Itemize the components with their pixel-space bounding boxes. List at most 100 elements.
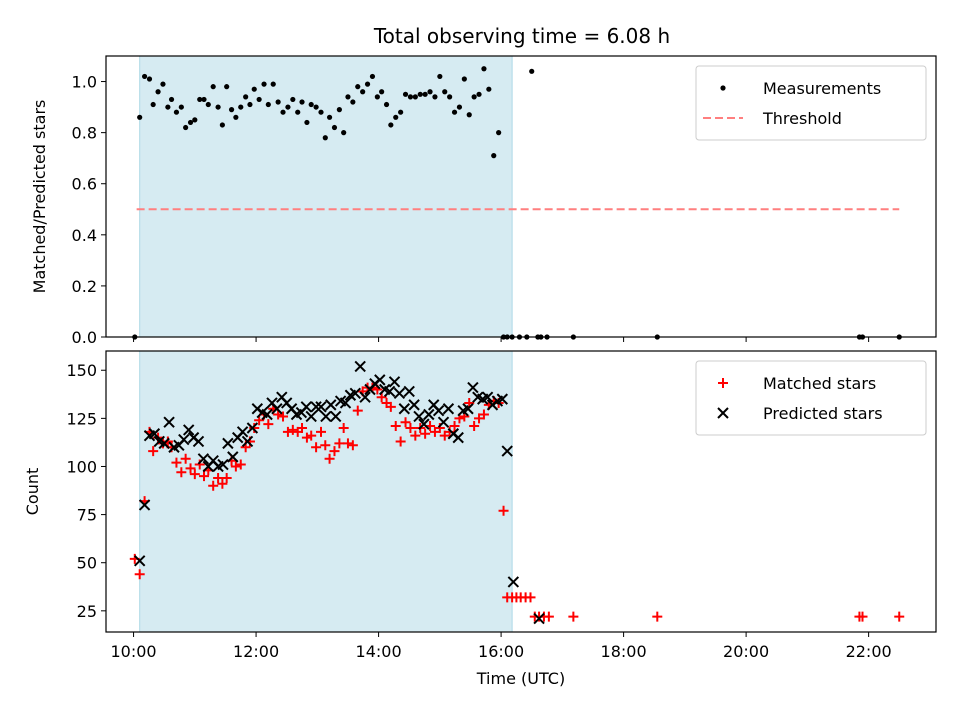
- y-axis-label: Count: [23, 468, 42, 516]
- axes-frame: [105, 55, 937, 338]
- predicted-point: [325, 399, 337, 411]
- matched-point: [395, 436, 406, 447]
- predicted-point: [467, 381, 479, 394]
- matched-point: [652, 611, 663, 622]
- measurement-point: [173, 109, 180, 115]
- measurement-point: [341, 130, 347, 136]
- legend-plus-icon: [718, 378, 728, 388]
- measurement-point: [471, 94, 477, 100]
- predicted-point: [227, 451, 239, 463]
- measurement-point: [529, 68, 535, 74]
- measurement-point: [197, 96, 203, 103]
- legend-x-icon: [717, 407, 729, 419]
- measurement-point: [137, 114, 143, 120]
- matched-point: [297, 422, 308, 433]
- y-tick-label: 125: [66, 409, 97, 428]
- matched-point: [213, 473, 224, 484]
- measurement-point: [466, 112, 472, 118]
- predicted-point: [413, 410, 425, 423]
- matched-point: [235, 459, 246, 470]
- x-tick-label: 12:00: [233, 642, 279, 661]
- matched-point: [278, 411, 289, 422]
- legend-label: Measurements: [763, 79, 881, 98]
- observing-span: [139, 350, 513, 633]
- predicted-point: [359, 391, 371, 403]
- predicted-point: [138, 499, 151, 511]
- x-tick-label: 10:00: [111, 642, 157, 661]
- measurement-point: [275, 99, 281, 105]
- measurement-point: [496, 130, 502, 136]
- predicted-point: [388, 376, 401, 388]
- matched-point: [342, 438, 353, 449]
- measurement-point: [456, 104, 463, 110]
- measurement-point: [150, 101, 156, 108]
- matched-point: [199, 471, 210, 482]
- legend: Measurements Threshold: [695, 65, 927, 141]
- matched-point: [347, 440, 358, 451]
- matched-point: [306, 430, 317, 441]
- measurement-point: [345, 94, 351, 100]
- measurement-point: [243, 94, 249, 100]
- matched-point: [469, 421, 480, 432]
- matched-point: [217, 478, 228, 489]
- matched-point: [185, 463, 196, 474]
- predicted-point: [432, 404, 445, 417]
- measurement-point: [407, 94, 414, 100]
- y-tick-label: 25: [77, 602, 97, 621]
- predicted-point: [261, 408, 273, 421]
- measurement-point: [422, 91, 428, 97]
- measurement-point: [447, 94, 453, 100]
- matched-point: [894, 611, 905, 622]
- measurement-point: [155, 89, 161, 95]
- predicted-point: [452, 431, 464, 444]
- predicted-point: [310, 401, 322, 413]
- measurement-point: [219, 122, 225, 128]
- matched-point: [334, 438, 345, 449]
- predicted-point: [148, 428, 161, 440]
- measurement-point: [461, 76, 467, 82]
- predicted-point: [329, 410, 342, 423]
- predicted-point: [408, 399, 420, 411]
- matched-point: [189, 469, 200, 480]
- measurement-point: [178, 104, 184, 110]
- measurement-point: [442, 89, 448, 95]
- matched-point: [478, 409, 489, 420]
- predicted-point: [241, 435, 254, 448]
- measurement-point: [299, 99, 305, 105]
- measurement-point: [432, 94, 438, 100]
- x-axis-label: Time (UTC): [476, 669, 565, 688]
- measurement-point: [256, 96, 262, 103]
- measurement-point: [304, 119, 310, 126]
- y-tick-label: 100: [66, 457, 97, 476]
- x-tick-label: 18:00: [601, 642, 647, 661]
- matched-point: [171, 457, 182, 468]
- observing-span: [139, 55, 513, 338]
- measurement-point: [265, 101, 271, 108]
- matched-point: [287, 424, 298, 435]
- matched-point: [263, 419, 274, 430]
- predicted-point: [163, 416, 175, 428]
- top-panel: 0.0 0.2 0.4 0.6 0.8 1.0 Matched/Predicted star…: [30, 55, 937, 347]
- predicted-point: [339, 397, 352, 409]
- y-axis-label: Matched/Predicted stars: [30, 100, 49, 294]
- measurement-point: [228, 107, 235, 113]
- measurement-point: [215, 104, 221, 110]
- measurement-point: [402, 91, 409, 97]
- measurement-point: [336, 107, 342, 113]
- measurement-point: [398, 109, 404, 115]
- y-tick-label: 50: [77, 554, 97, 573]
- measurement-point: [374, 94, 380, 100]
- measurement-point: [168, 96, 175, 103]
- measurement-point: [364, 81, 371, 87]
- predicted-point: [271, 403, 283, 415]
- measurement-point: [146, 76, 153, 82]
- y-tick-label: 75: [77, 506, 97, 525]
- y-tick-label: 1.0: [72, 73, 97, 92]
- predicted-point: [158, 437, 170, 450]
- axes-frame: [105, 350, 937, 633]
- measurement-point: [388, 122, 394, 128]
- predicted-point: [217, 458, 229, 471]
- legend-box: [695, 360, 927, 436]
- predicted-point: [192, 435, 205, 448]
